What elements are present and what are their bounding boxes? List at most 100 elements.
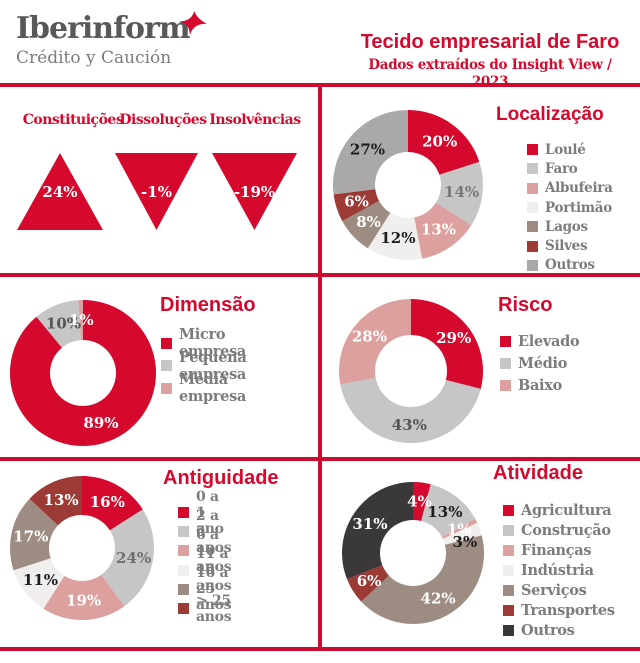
chart-title-atividade: Atividade <box>493 462 584 484</box>
slice-value-label: 1% <box>447 520 472 538</box>
legend-item: Portimão <box>527 198 613 217</box>
legend-swatch-icon <box>503 604 514 616</box>
kpi-label: Dissoluções <box>119 112 207 128</box>
legend-label: 2 a 5 anos <box>196 507 232 556</box>
legend-item: Silves <box>527 236 613 255</box>
kpi-value: 24% <box>42 183 78 201</box>
slice-value-label: 31% <box>352 515 387 533</box>
donut-slice <box>442 522 482 545</box>
legend-label: Portimão <box>545 199 612 216</box>
donut-slice <box>421 484 476 538</box>
donut-slice <box>441 518 478 539</box>
bird-icon <box>179 11 207 35</box>
donut-slice <box>78 299 83 341</box>
donut-slice <box>361 535 485 625</box>
divider-vertical <box>318 83 322 651</box>
chart-title-localizacao: Localização <box>496 104 604 125</box>
donut-slice <box>333 189 380 222</box>
legend-item: Média empresa <box>161 371 246 405</box>
legend-item: 0 a 1 ano <box>178 489 231 537</box>
legend-label: Faro <box>545 160 578 177</box>
legend-item: Construção <box>503 521 615 541</box>
chart-title-risco: Risco <box>498 294 553 316</box>
slice-value-label: 27% <box>350 140 385 158</box>
localizacao-donut-chart: 20% 14% 13% 12%8% 6% 27% <box>332 109 484 260</box>
legend-label: Agricultura <box>521 502 612 520</box>
slice-value-label: 12% <box>380 229 415 247</box>
legend-item: 2 a 5 anos <box>178 508 232 556</box>
legend-label: Elevado <box>518 332 580 350</box>
slice-value-label: 8% <box>356 213 381 231</box>
slice-value-label: 11% <box>23 571 58 589</box>
risco-donut-chart: 29% 43% 28% <box>339 299 484 443</box>
legend-label: Baixo <box>518 377 562 395</box>
legend-swatch-icon <box>503 624 514 636</box>
legend-label: 11 a 15 anos <box>196 546 232 595</box>
donut-slice <box>408 110 480 175</box>
legend-swatch-icon <box>500 335 511 347</box>
donut-slice <box>346 565 389 602</box>
legend-swatch-icon <box>500 358 511 370</box>
legend-label: Micro empresa <box>179 326 247 361</box>
donut-slice <box>332 109 408 195</box>
legend-swatch-icon <box>527 259 538 271</box>
dimensao-donut-chart: 89% 10%1% <box>9 299 156 446</box>
legend-item: 16 a 25 anos <box>178 565 232 613</box>
donut-slice <box>9 498 58 571</box>
legend-swatch-icon <box>527 144 538 156</box>
legend-swatch-icon <box>178 545 189 557</box>
slice-value-label: 10% <box>46 315 81 333</box>
slice-value-label: 13% <box>44 491 79 509</box>
donut-slice <box>29 476 82 526</box>
legend-label: Média empresa <box>179 371 247 406</box>
legend-atividade: Agricultura Construção Finanças Indústria Se… <box>503 501 615 640</box>
legend-swatch-icon <box>503 505 514 517</box>
legend-item: Médio <box>500 352 579 374</box>
donut-slice <box>43 574 125 620</box>
legend-risco: Elevado Médio Baixo <box>500 330 580 397</box>
legend-swatch-icon <box>178 583 189 595</box>
legend-label: Albufeira <box>545 180 613 197</box>
slice-value-label: 24% <box>116 549 151 567</box>
legend-label: > 25 anos <box>196 592 232 625</box>
legend-swatch-icon <box>503 545 514 557</box>
slice-value-label: 28% <box>352 328 387 346</box>
legend-item: Pequena empresa <box>161 349 247 383</box>
legend-item: Faro <box>527 159 613 178</box>
brand-tagline: Crédito y Caución <box>16 48 172 68</box>
legend-item: Baixo <box>500 375 579 397</box>
legend-item: Transportes <box>503 600 615 620</box>
legend-label: Loulé <box>545 141 586 158</box>
legend-label: Finanças <box>521 542 592 560</box>
donut-slice <box>82 476 143 531</box>
legend-label: Outros <box>521 621 575 639</box>
legend-swatch-icon <box>178 603 189 615</box>
legend-label: Lagos <box>545 218 588 235</box>
legend-item: Loulé <box>527 140 613 159</box>
donut-slice <box>36 300 81 348</box>
legend-dimensao: Micro empresa Pequena empresa Média empres… <box>161 326 247 405</box>
legend-swatch-icon <box>503 525 514 537</box>
legend-swatch-icon <box>178 507 189 519</box>
slice-value-label: 20% <box>422 132 457 150</box>
donut-slice <box>413 482 431 522</box>
legend-swatch-icon <box>178 526 189 538</box>
legend-item: 11 a 15 anos <box>178 546 232 594</box>
slice-value-label: 42% <box>421 590 456 608</box>
legend-localizacao: Loulé Faro Albufeira Portimão Lagos Silves Out… <box>527 140 613 275</box>
legend-swatch-icon <box>527 163 538 175</box>
legend-swatch-icon <box>161 360 172 372</box>
slice-value-label: 43% <box>392 416 427 434</box>
legend-item: > 25 anos <box>178 593 232 625</box>
slice-value-label: 19% <box>66 592 101 610</box>
legend-swatch-icon <box>527 221 538 233</box>
donut-slice <box>411 299 484 389</box>
legend-item: Outros <box>527 256 613 275</box>
legend-swatch-icon <box>527 182 538 194</box>
kpi-label: Insolvências <box>209 112 301 128</box>
legend-swatch-icon <box>161 382 172 394</box>
donut-slice <box>339 299 411 385</box>
legend-swatch-icon <box>503 585 514 596</box>
slice-value-label: 1% <box>69 311 94 329</box>
